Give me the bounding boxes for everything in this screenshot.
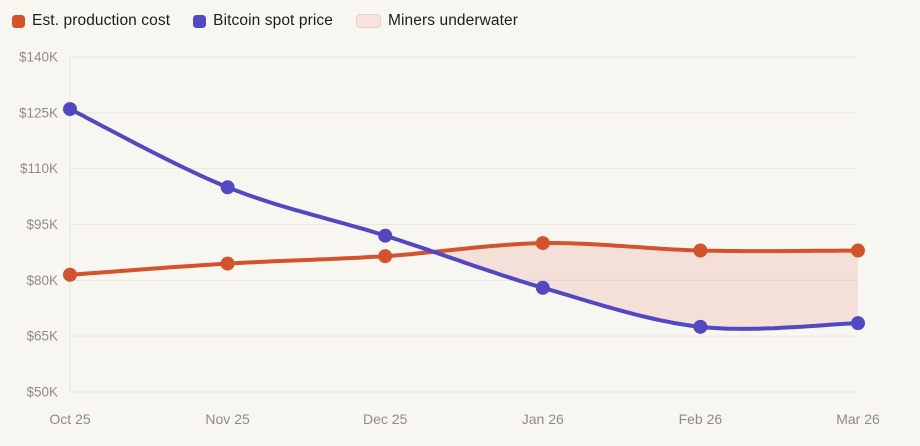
spot-price-point	[851, 316, 865, 331]
y-axis-tick-label: $140K	[19, 50, 58, 65]
spot-price-point	[63, 102, 77, 117]
production-cost-point	[220, 256, 235, 271]
production-cost-point	[535, 236, 550, 251]
legend-item-production-cost: Est. production cost	[12, 12, 170, 30]
x-axis-tick-label: Nov 25	[205, 411, 250, 427]
production-cost-point	[378, 249, 393, 264]
chart-legend: Est. production cost Bitcoin spot price …	[12, 12, 518, 30]
miners-underwater-swatch-icon	[355, 14, 381, 28]
y-axis-tick-label: $95K	[26, 217, 58, 232]
production-cost-swatch-icon	[12, 14, 25, 28]
y-axis-tick-label: $50K	[26, 385, 58, 400]
x-axis-tick-label: Jan 26	[522, 411, 564, 427]
spot-price-point	[535, 280, 550, 295]
y-axis-tick-label: $65K	[26, 329, 58, 344]
spot-price-line	[68, 107, 860, 331]
production-cost-point	[63, 267, 77, 282]
legend-label-miners-underwater: Miners underwater	[387, 12, 519, 29]
spot-price-swatch-icon	[193, 14, 207, 28]
x-axis-tick-label: Feb 26	[679, 411, 723, 427]
spot-price-point	[378, 228, 393, 243]
legend-label-spot-price: Bitcoin spot price	[213, 12, 333, 29]
spot-price-point	[220, 180, 235, 195]
legend-item-miners-underwater: Miners underwater	[355, 12, 519, 30]
miners-underwater-area	[433, 243, 858, 329]
x-axis-tick-label: Mar 26	[836, 411, 880, 427]
production-cost-line	[68, 241, 860, 277]
legend-item-spot-price: Bitcoin spot price	[193, 12, 333, 30]
y-axis-tick-label: $125K	[19, 105, 58, 120]
production-cost-point	[851, 243, 865, 258]
x-axis-tick-label: Dec 25	[363, 411, 408, 427]
spot-price-point	[693, 319, 708, 334]
production-cost-point	[693, 243, 708, 258]
legend-label-production-cost: Est. production cost	[32, 12, 171, 29]
y-axis-tick-label: $110K	[20, 161, 58, 176]
x-axis-tick-label: Oct 25	[49, 411, 90, 427]
y-axis-tick-label: $80K	[26, 273, 58, 288]
